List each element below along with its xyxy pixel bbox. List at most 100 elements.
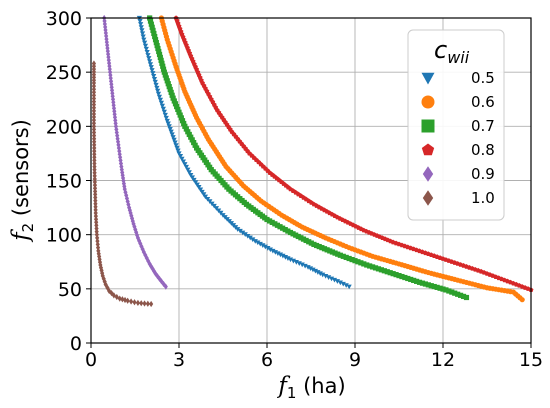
data-point <box>183 164 189 170</box>
legend-label: 0.6 <box>471 93 495 111</box>
data-point <box>293 260 299 265</box>
data-point <box>91 123 97 130</box>
data-point <box>167 86 173 93</box>
data-point <box>108 72 113 79</box>
data-point <box>142 40 148 46</box>
series-1.0 <box>91 60 154 308</box>
data-point <box>463 294 470 301</box>
data-point <box>107 69 113 76</box>
data-point <box>176 109 182 115</box>
data-point <box>315 270 321 275</box>
data-point <box>313 242 320 249</box>
data-point <box>152 37 159 43</box>
data-point <box>355 259 361 265</box>
data-point <box>92 175 97 183</box>
data-point <box>245 233 251 239</box>
data-point <box>188 173 194 178</box>
data-point <box>191 177 197 183</box>
data-point <box>295 233 301 240</box>
data-point <box>458 292 464 298</box>
data-point <box>163 75 169 81</box>
data-point <box>154 42 160 49</box>
data-point <box>153 40 159 46</box>
data-point <box>164 118 170 124</box>
data-point <box>300 236 307 242</box>
data-point <box>405 275 411 282</box>
data-point <box>269 219 275 225</box>
data-point <box>519 297 525 303</box>
data-point <box>265 246 271 251</box>
data-point <box>170 95 176 101</box>
y-tick-label: 50 <box>58 279 82 301</box>
data-point <box>172 101 179 107</box>
data-point <box>428 283 434 289</box>
data-point <box>326 275 332 280</box>
series-0.5 <box>136 15 352 290</box>
data-point <box>185 129 191 135</box>
data-point <box>179 118 186 124</box>
data-point <box>153 82 159 88</box>
data-point <box>235 227 241 232</box>
legend-item: 0.9 <box>422 165 495 183</box>
data-point <box>328 276 335 282</box>
data-point <box>455 291 461 297</box>
data-point <box>340 281 346 287</box>
data-point <box>150 71 156 76</box>
legend-title: cwii <box>434 36 470 67</box>
data-point <box>168 129 174 135</box>
data-point <box>367 263 373 269</box>
data-point <box>419 280 426 286</box>
legend-marker <box>421 72 435 85</box>
data-point <box>141 37 147 43</box>
legend-item: 0.8 <box>421 141 495 159</box>
data-point <box>160 63 166 69</box>
data-point <box>280 225 286 231</box>
data-point <box>112 111 117 118</box>
data-point <box>329 249 336 255</box>
x-tick-label: 6 <box>261 349 273 371</box>
data-point <box>145 300 150 307</box>
data-point <box>340 253 346 259</box>
data-point <box>270 248 276 254</box>
data-point <box>149 300 154 308</box>
data-point <box>151 74 157 79</box>
data-point <box>242 232 248 237</box>
data-point <box>127 204 132 211</box>
data-point <box>97 259 103 266</box>
series-0.9 <box>102 14 168 290</box>
data-point <box>161 69 167 75</box>
data-point <box>137 19 143 24</box>
data-point <box>324 247 330 253</box>
y-tick-label: 0 <box>70 333 82 355</box>
data-point <box>171 98 177 104</box>
data-point <box>201 192 207 197</box>
data-point <box>155 45 161 52</box>
data-point <box>425 282 431 288</box>
data-point <box>131 220 136 227</box>
data-point <box>443 287 449 293</box>
data-point <box>174 145 180 151</box>
data-point <box>177 154 184 159</box>
data-point <box>120 169 125 176</box>
data-point <box>129 298 134 305</box>
data-point <box>160 66 167 72</box>
data-point <box>372 265 379 271</box>
data-point <box>160 106 166 112</box>
data-point <box>335 251 341 257</box>
data-point <box>156 51 163 58</box>
data-point <box>159 278 164 285</box>
data-point <box>414 278 420 284</box>
data-point <box>142 300 147 307</box>
data-point <box>191 139 197 146</box>
data-point <box>277 252 284 258</box>
data-point <box>115 135 120 142</box>
data-point <box>399 273 405 280</box>
series-0.6 <box>158 15 525 303</box>
data-point <box>199 189 205 195</box>
data-point <box>144 49 150 55</box>
data-point <box>449 289 455 295</box>
data-point <box>346 284 352 290</box>
data-point <box>148 65 154 70</box>
data-point <box>122 296 128 304</box>
